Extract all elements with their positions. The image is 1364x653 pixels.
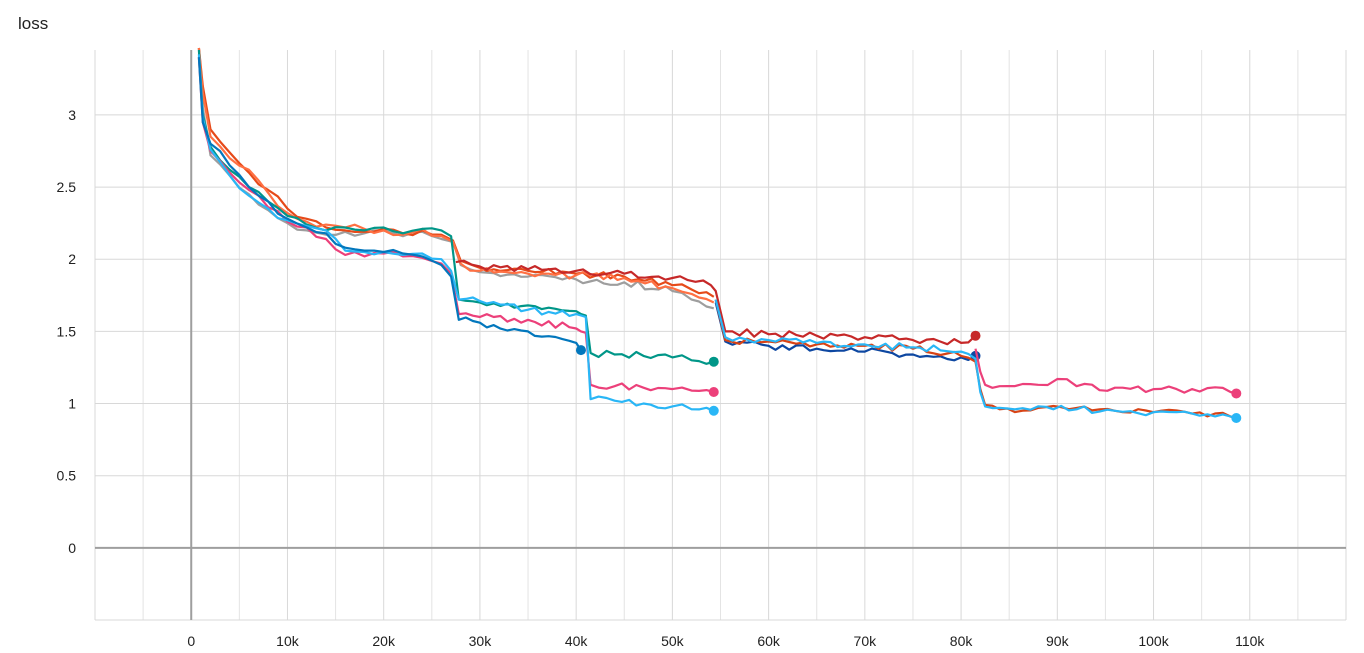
series-line xyxy=(974,348,1237,395)
series-line xyxy=(197,47,715,310)
series-line xyxy=(197,57,582,351)
x-tick-label: 70k xyxy=(854,633,878,649)
x-tick-label: 0 xyxy=(187,633,195,649)
series-end-marker xyxy=(708,356,719,367)
y-tick-label: 3 xyxy=(68,107,76,123)
y-tick-label: 0 xyxy=(68,540,76,556)
x-tick-labels: 0 10k 20k 30k 40k 50k 60k 70k 80k 90k 100k 110k xyxy=(187,633,1265,649)
axes xyxy=(95,50,1346,620)
series-lines xyxy=(197,47,1242,423)
y-tick-label: 2 xyxy=(68,251,76,267)
y-tick-label: 0.5 xyxy=(57,468,77,484)
series-line xyxy=(714,299,1237,420)
series-end-marker xyxy=(708,405,719,416)
x-tick-label: 40k xyxy=(565,633,589,649)
x-tick-label: 60k xyxy=(757,633,781,649)
grid-lines xyxy=(94,50,1347,621)
x-tick-label: 80k xyxy=(950,633,974,649)
series-line xyxy=(197,57,715,394)
y-tick-label: 1 xyxy=(68,396,76,412)
chart-title: loss xyxy=(18,14,49,33)
series-end-marker xyxy=(1231,388,1242,399)
x-tick-label: 110k xyxy=(1235,633,1265,649)
x-tick-label: 100k xyxy=(1138,633,1169,649)
series-end-marker xyxy=(1231,412,1242,423)
y-tick-label: 2.5 xyxy=(57,179,77,195)
series-line xyxy=(197,54,715,412)
y-tick-labels: 0 0.5 1 1.5 2 2.5 3 xyxy=(57,107,77,556)
series-end-marker xyxy=(708,387,719,397)
x-tick-label: 50k xyxy=(661,633,685,649)
x-tick-label: 20k xyxy=(372,633,396,649)
series-end-marker xyxy=(970,330,981,341)
series-line xyxy=(455,259,977,346)
y-tick-label: 1.5 xyxy=(57,323,77,339)
x-tick-label: 30k xyxy=(469,633,493,649)
series-end-marker xyxy=(575,345,586,356)
x-tick-label: 10k xyxy=(276,633,300,649)
x-tick-label: 90k xyxy=(1046,633,1070,649)
series-line xyxy=(197,49,715,365)
series-line xyxy=(714,302,977,362)
series-line xyxy=(197,47,715,304)
